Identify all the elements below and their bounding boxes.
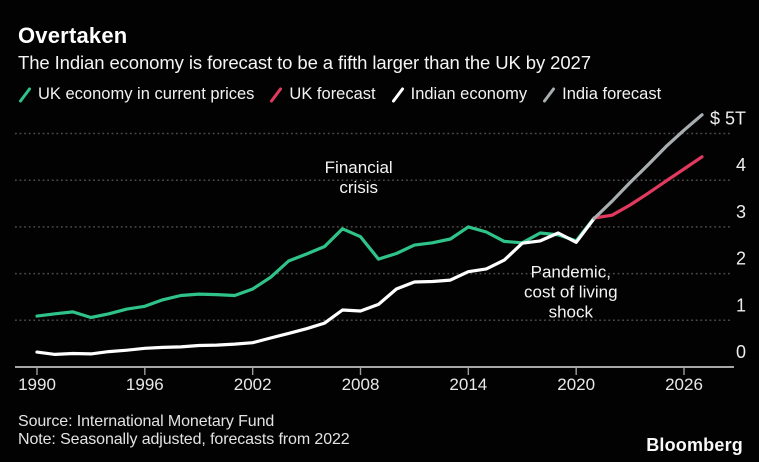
legend-label: Indian economy <box>410 85 528 103</box>
note-text: Note: Seasonally adjusted, forecasts fro… <box>18 431 350 448</box>
x-axis-label: 2002 <box>234 375 272 394</box>
annotation-line: cost of living <box>524 282 618 301</box>
annotation-line: shock <box>549 302 594 321</box>
y-axis-label: $ 5T <box>710 109 746 129</box>
series-india-forecast <box>592 113 704 221</box>
x-axis-label: 2020 <box>557 375 595 394</box>
legend-slash-icon <box>19 87 31 102</box>
legend-label: India forecast <box>562 85 662 103</box>
source-text: Source: International Monetary Fund <box>18 413 275 430</box>
chart-subtitle: The Indian economy is forecast to be a f… <box>18 52 591 73</box>
legend-slash-icon <box>270 87 283 102</box>
series-uk-economy-in-current-prices <box>35 216 596 320</box>
x-axis-label: 1996 <box>126 375 164 394</box>
chart-header: Overtaken The Indian economy is forecast… <box>18 25 745 73</box>
x-axis-label: 2014 <box>449 375 487 394</box>
legend-slash-icon <box>543 87 556 102</box>
y-axis-label: 2 <box>736 249 746 269</box>
legend-item-uk-economy: UK economy in current prices <box>18 85 254 104</box>
x-axis-label: 2008 <box>342 375 380 394</box>
annotation-line: Financial <box>325 158 393 177</box>
legend-item-india-forecast: India forecast <box>542 85 661 104</box>
legend-label: UK economy in current prices <box>38 85 255 103</box>
legend-item-uk-forecast: UK forecast <box>269 85 376 104</box>
chart-title: Overtaken <box>18 23 128 48</box>
bloomberg-logo: Bloomberg <box>646 435 743 455</box>
y-axis-label: 0 <box>736 342 746 362</box>
legend-slash-icon <box>391 87 404 102</box>
annotation-line: Pandemic, <box>531 262 611 281</box>
y-axis-label: 3 <box>736 202 746 222</box>
annotation-line: crisis <box>339 178 378 197</box>
y-axis-label: 4 <box>736 155 746 175</box>
legend-item-indian-economy: Indian economy <box>391 85 528 104</box>
x-axis-label: 1990 <box>18 375 56 394</box>
legend-label: UK forecast <box>289 85 376 103</box>
x-axis-label: 2026 <box>665 375 703 394</box>
legend: UK economy in current prices UK forecast I… <box>18 85 661 104</box>
y-axis-label: 1 <box>736 295 746 315</box>
series-indian-economy <box>35 216 596 356</box>
series-uk-forecast <box>592 155 704 220</box>
